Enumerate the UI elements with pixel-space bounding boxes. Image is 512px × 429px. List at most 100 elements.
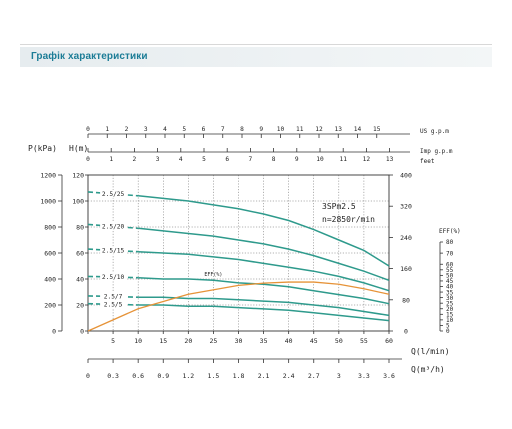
us-gpm-tick-label: 10	[277, 126, 285, 133]
eff-tick-label: 60	[446, 261, 454, 268]
pressure-tick-label: 1000	[40, 198, 56, 206]
head-curve	[138, 195, 390, 267]
series-label: 2.5/25	[102, 191, 125, 198]
head-tick-label: 0	[80, 328, 84, 336]
q-lmin-tick-label: 30	[235, 337, 243, 345]
feet-tick-label: 160	[400, 265, 412, 273]
series-label-bg	[100, 273, 127, 282]
imp-gpm-tick-label: 11	[339, 156, 347, 163]
head-tick-label: 120	[72, 172, 84, 180]
eff-tick-label: 50	[446, 273, 454, 280]
section-header	[20, 47, 492, 67]
q-m3h-tick-label: 0.3	[107, 372, 119, 380]
q-m3h-tick-label: 2.7	[308, 372, 320, 380]
header-divider	[20, 44, 492, 45]
q-m3h-tick-label: 1.2	[182, 372, 194, 380]
feet-tick-label: 0	[404, 328, 408, 336]
feet-tick-label: 320	[400, 203, 412, 211]
eff-tick-label: 0	[446, 328, 450, 335]
head-curve	[138, 227, 390, 282]
feet-tick-label: 400	[400, 172, 412, 180]
q-m3h-tick-label: 0.6	[132, 372, 144, 380]
imp-gpm-tick-label: 1	[109, 156, 113, 163]
imp-gpm-tick-label: 0	[86, 156, 90, 163]
pressure-tick-label: 800	[44, 224, 56, 232]
feet-tick-label: 80	[402, 296, 410, 304]
eff-tick-label: 70	[446, 250, 454, 257]
imp-gpm-tick-label: 13	[386, 156, 394, 163]
us-gpm-tick-label: 13	[335, 126, 343, 133]
q-m3h-tick-label: 3	[337, 372, 341, 380]
efficiency-curve	[87, 281, 390, 332]
head-tick-label: 100	[72, 198, 84, 206]
q-lmin-tick-label: 55	[360, 337, 368, 345]
pressure-tick-label: 1200	[40, 172, 56, 180]
series-label-bg	[100, 189, 127, 198]
q-lmin-tick-label: 20	[184, 337, 192, 345]
eff-tick-label: 40	[446, 284, 454, 291]
q-lmin-tick-label: 50	[335, 337, 343, 345]
us-gpm-tick-label: 2	[125, 126, 129, 133]
imp-gpm-tick-label: 2	[133, 156, 137, 163]
head-axis-label: H(m)	[69, 144, 88, 153]
head-curve	[138, 296, 390, 317]
imp-gpm-tick-label: 12	[363, 156, 371, 163]
feet-tick-label: 240	[400, 234, 412, 242]
q-m3h-tick-label: 2.4	[283, 372, 295, 380]
series-label: 2.5/10	[102, 274, 125, 281]
efficiency-curve-label: EFF(%)	[204, 272, 222, 278]
imp-gpm-tick-label: 10	[316, 156, 324, 163]
head-tick-label: 80	[76, 224, 84, 232]
pressure-axis-label: P(kPa)	[28, 144, 57, 153]
q-m3h-tick-label: 2.1	[258, 372, 270, 380]
head-tick-label: 60	[76, 250, 84, 258]
series-label: 2.5/7	[104, 294, 123, 301]
q-lmin-axis-label: Q(l/min)	[411, 347, 450, 356]
q-lmin-tick-label: 10	[134, 337, 142, 345]
eff-tick-label: 20	[446, 306, 454, 313]
head-curve	[138, 276, 390, 305]
us-gpm-tick-label: 5	[182, 126, 186, 133]
us-gpm-axis-label: US g.p.m	[420, 128, 449, 135]
head-curve	[138, 304, 390, 322]
pressure-tick-label: 200	[44, 302, 56, 310]
series-label-bg	[100, 300, 127, 309]
speed-annotation: n=2850r/min	[322, 215, 375, 224]
q-m3h-axis-label: Q(m³/h)	[411, 365, 445, 374]
eff-tick-label: 15	[446, 312, 454, 319]
series-label-bg	[100, 246, 127, 255]
q-m3h-tick-label: 3.6	[383, 372, 395, 380]
series-label: 2.5/20	[102, 223, 125, 230]
imp-gpm-tick-label: 3	[156, 156, 160, 163]
us-gpm-tick-label: 12	[315, 126, 323, 133]
us-gpm-tick-label: 14	[354, 126, 362, 133]
q-m3h-tick-label: 3.3	[358, 372, 370, 380]
eff-tick-label: 25	[446, 300, 454, 307]
eff-tick-label: 35	[446, 289, 454, 296]
us-gpm-tick-label: 15	[373, 126, 381, 133]
pressure-tick-label: 0	[52, 328, 56, 336]
us-gpm-tick-label: 1	[105, 126, 109, 133]
head-tick-label: 20	[76, 302, 84, 310]
q-m3h-tick-label: 0.9	[157, 372, 169, 380]
head-curve	[138, 250, 390, 292]
imp-gpm-tick-label: 4	[179, 156, 183, 163]
model-annotation: 3SPm2.5	[322, 202, 356, 211]
q-lmin-tick-label: 40	[285, 337, 293, 345]
imp-gpm-tick-label: 6	[225, 156, 229, 163]
q-lmin-tick-label: 60	[385, 337, 393, 345]
eff-tick-label: 10	[446, 317, 454, 324]
imp-gpm-tick-label: 9	[295, 156, 299, 163]
series-label-bg	[100, 292, 127, 301]
q-lmin-tick-label: 45	[310, 337, 318, 345]
us-gpm-tick-label: 0	[86, 126, 90, 133]
section-title: Графік характеристики	[31, 51, 148, 62]
eff-tick-label: 5	[446, 323, 450, 330]
series-label: 2.5/15	[102, 247, 125, 254]
us-gpm-tick-label: 3	[144, 126, 148, 133]
us-gpm-tick-label: 6	[202, 126, 206, 133]
q-m3h-tick-label: 1.8	[233, 372, 245, 380]
us-gpm-tick-label: 8	[240, 126, 244, 133]
